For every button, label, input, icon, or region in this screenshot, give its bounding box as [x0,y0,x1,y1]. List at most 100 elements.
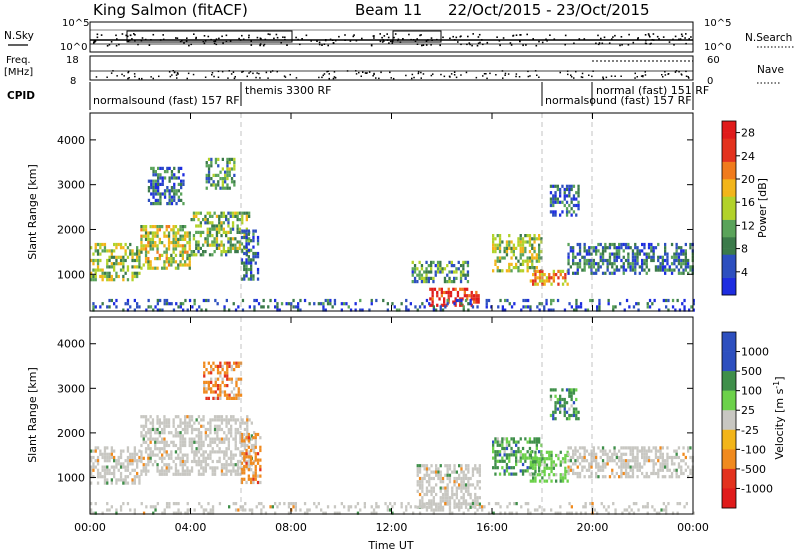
echo-cell [451,496,454,500]
echo-cell [108,249,111,253]
summary-mark [271,70,274,72]
echo-cell [561,269,565,273]
echo-cell [228,505,231,509]
echo-cell [177,195,180,199]
echo-cell [232,415,235,419]
echo-cell [197,431,201,435]
echo-cell [213,450,217,454]
echo-cell [448,276,451,280]
echo-cell [464,273,467,277]
echo-cell [322,302,325,306]
echo-cell [144,231,148,235]
summary-mark [564,43,566,46]
echo-cell [250,477,253,481]
echo-cell [538,440,541,444]
echo-cell [655,511,659,515]
echo-cell [650,258,653,263]
echo-cell [447,290,450,295]
echo-cell [259,474,262,478]
echo-cell [94,278,97,282]
echo-cell [519,453,522,457]
echo-cell [225,234,228,238]
echo-cell [657,449,660,453]
echo-cell [592,262,595,266]
echo-cell [234,243,237,247]
echo-cell [652,468,655,472]
echo-cell [659,255,662,259]
echo-cell [230,390,233,394]
echo-cell [231,221,235,225]
echo-cell [662,508,665,512]
echo-cell [567,258,570,263]
echo-cell [515,462,518,467]
echo-cell [524,240,527,244]
echo-cell [124,242,127,247]
echo-cell [103,471,107,476]
echo-cell [418,476,422,481]
echo-cell [151,418,155,422]
echo-cell [624,459,628,463]
echo-cell [446,496,449,500]
echo-cell [222,246,225,250]
echo-cell [535,446,538,451]
echo-cell [239,466,242,470]
echo-cell [448,502,452,506]
echo-cell [456,290,460,295]
echo-cell [124,302,127,306]
echo-cell [462,305,465,309]
echo-cell [618,268,621,272]
echo-cell [181,459,184,464]
echo-cell [195,214,198,218]
echo-cell [416,464,419,468]
echo-cell [245,464,248,469]
echo-cell [158,253,161,257]
echo-cell [595,475,598,479]
echo-cell [106,471,109,476]
echo-cell [578,462,582,466]
echo-cell [501,459,504,463]
echo-cell [161,447,164,451]
echo-cell [677,258,681,263]
echo-cell [190,427,194,432]
echo-cell [202,508,205,512]
echo-cell [564,276,567,280]
echo-cell [250,443,253,448]
echo-cell [661,255,664,259]
echo-cell [423,505,426,509]
echo-cell [634,258,637,263]
echo-cell [503,453,506,457]
echo-cell [214,298,217,303]
echo-cell [612,305,615,309]
echo-cell [211,224,214,228]
echo-cell [129,508,132,512]
summary-mark [525,44,527,46]
summary-mark [674,35,677,38]
x-tick-label: 20:00 [577,521,609,534]
echo-cell [156,427,159,432]
echo-cell [435,473,438,477]
echo-cell [181,421,184,425]
echo-cell [126,255,130,259]
echo-cell [227,427,230,432]
echo-cell [567,459,570,463]
echo-cell [186,253,189,257]
colorbar-step [722,231,736,238]
echo-cell [584,308,587,312]
summary-mark [381,41,384,43]
echo-cell [110,255,113,259]
echo-cell [144,466,148,470]
echo-cell [181,466,184,470]
echo-cell [624,471,628,476]
echo-cell [421,496,424,500]
echo-cell [213,440,217,444]
echo-cell [532,279,535,283]
summary-mark [373,37,375,39]
echo-cell [467,508,470,512]
echo-cell [247,439,250,443]
echo-cell [647,449,651,453]
summary-mark [331,39,334,41]
summary-mark [321,44,323,46]
echo-cell [512,266,515,270]
echo-cell [147,459,150,464]
echo-cell [252,277,255,281]
